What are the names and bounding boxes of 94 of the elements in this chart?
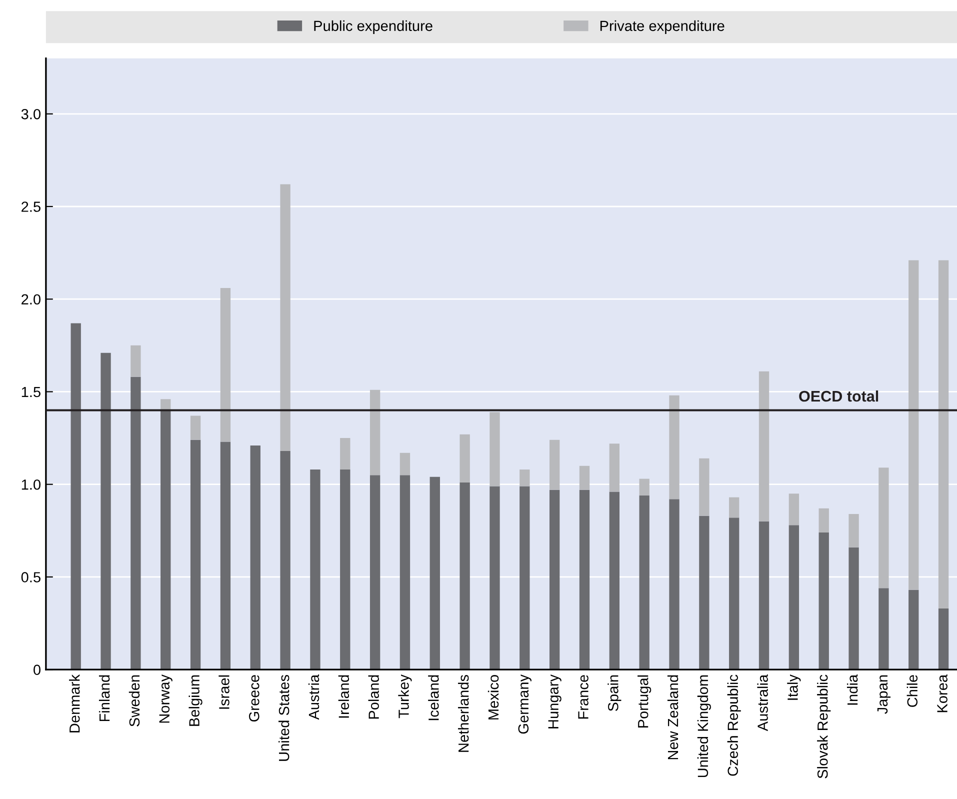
bar bbox=[220, 288, 231, 442]
bar bbox=[818, 532, 829, 670]
y-tick-label: 2.0 bbox=[22, 294, 41, 305]
bar bbox=[788, 494, 800, 526]
x-tick-label: New Zealand bbox=[667, 675, 678, 760]
bar bbox=[729, 497, 740, 518]
x-tick-label: Slovak Republic bbox=[817, 674, 831, 778]
x-tick-label: Italy bbox=[787, 674, 801, 700]
bar bbox=[758, 371, 770, 522]
x-tick-label: Portugal bbox=[638, 675, 652, 728]
ref-line-label: OECD total bbox=[799, 390, 878, 402]
bar bbox=[520, 470, 530, 486]
y-tick-label: 2.5 bbox=[22, 202, 40, 212]
x-tick-label: Poland bbox=[368, 675, 379, 719]
bar bbox=[490, 486, 500, 670]
bar bbox=[490, 412, 500, 486]
bar bbox=[370, 390, 380, 476]
x-tick-label: Czech Republic bbox=[727, 674, 741, 776]
bar bbox=[788, 525, 800, 670]
bar bbox=[430, 476, 440, 670]
bar bbox=[609, 444, 620, 492]
bar bbox=[729, 518, 740, 670]
bar bbox=[579, 466, 590, 490]
x-tick-label: United Kingdom bbox=[697, 675, 711, 778]
x-tick-label: Turkey bbox=[398, 674, 412, 718]
x-tick-label: Spain bbox=[608, 675, 622, 712]
bar bbox=[460, 482, 470, 670]
bar bbox=[190, 416, 201, 440]
bar bbox=[520, 486, 530, 670]
x-tick-label: Korea bbox=[937, 674, 948, 712]
y-tick-label: 0 bbox=[34, 664, 41, 675]
x-tick-label: Greece bbox=[248, 675, 260, 722]
x-tick-label: Belgium bbox=[188, 675, 202, 726]
bar bbox=[609, 492, 620, 670]
bar bbox=[639, 478, 650, 496]
bar bbox=[878, 468, 889, 588]
bar bbox=[818, 508, 829, 532]
bar bbox=[699, 458, 710, 516]
bar bbox=[549, 490, 560, 670]
bar bbox=[579, 490, 590, 670]
bar bbox=[310, 470, 320, 670]
bar bbox=[220, 442, 231, 670]
x-tick-label: United States bbox=[278, 674, 290, 761]
bar bbox=[460, 434, 470, 482]
y-tick-label: 3.0 bbox=[21, 108, 41, 120]
x-tick-label: France bbox=[578, 675, 588, 719]
x-tick-label: Australia bbox=[757, 674, 768, 732]
y-tick-label: 1.0 bbox=[22, 479, 41, 490]
x-tick-label: Hungary bbox=[548, 674, 562, 728]
y-tick-label: 1.5 bbox=[22, 386, 40, 398]
bar bbox=[70, 323, 81, 670]
x-tick-label: Norway bbox=[159, 674, 172, 723]
bar bbox=[400, 452, 410, 476]
x-tick-label: Japan bbox=[877, 675, 890, 714]
bar bbox=[938, 608, 949, 670]
bar bbox=[130, 345, 141, 377]
x-tick-label: Finland bbox=[98, 675, 110, 722]
bar bbox=[908, 590, 919, 670]
legend-label: Private expenditure bbox=[600, 20, 724, 34]
x-tick-label: Iceland bbox=[428, 675, 439, 720]
bar bbox=[280, 451, 290, 670]
y-tick-label: 0.5 bbox=[21, 572, 40, 582]
bar bbox=[669, 395, 680, 500]
bar bbox=[908, 260, 919, 590]
bar bbox=[549, 440, 560, 490]
bar bbox=[370, 475, 380, 670]
bar bbox=[639, 495, 650, 670]
bar bbox=[100, 352, 111, 670]
x-tick-label: Israel bbox=[218, 675, 230, 709]
bar bbox=[699, 516, 710, 670]
bar bbox=[758, 521, 770, 670]
bar bbox=[848, 514, 859, 548]
x-tick-label: Austria bbox=[308, 674, 320, 720]
bar bbox=[280, 184, 290, 451]
bar bbox=[340, 470, 350, 670]
x-tick-label: Germany bbox=[518, 674, 532, 734]
bar bbox=[878, 588, 889, 670]
legend-label: Public expenditure bbox=[314, 20, 432, 34]
bar bbox=[669, 499, 680, 670]
bar bbox=[848, 547, 859, 670]
bar bbox=[938, 260, 949, 608]
x-tick-label: Ireland bbox=[338, 675, 350, 718]
x-tick-label: India bbox=[846, 674, 858, 705]
x-tick-label: Sweden bbox=[128, 675, 140, 726]
x-tick-label: Mexico bbox=[488, 675, 499, 720]
x-tick-label: Chile bbox=[906, 675, 918, 707]
bar bbox=[400, 475, 410, 670]
bar bbox=[160, 410, 171, 670]
x-tick-label: Denmark bbox=[69, 674, 80, 732]
bar bbox=[250, 445, 260, 670]
bar bbox=[130, 376, 141, 670]
bar bbox=[190, 440, 201, 670]
bar bbox=[340, 438, 350, 470]
x-tick-label: Netherlands bbox=[458, 674, 469, 752]
